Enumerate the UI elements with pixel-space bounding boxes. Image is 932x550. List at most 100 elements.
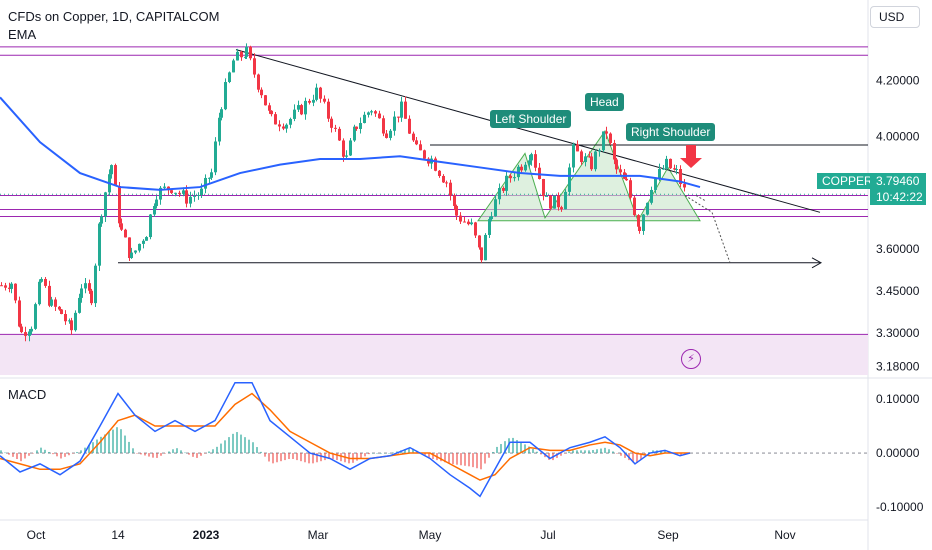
candle-body	[18, 300, 21, 327]
candle-body	[353, 126, 356, 141]
candle-body	[342, 140, 345, 157]
macd-histogram-bar	[332, 453, 334, 460]
candle-body	[568, 167, 571, 192]
candle-body	[145, 237, 148, 241]
candle-body	[505, 175, 508, 191]
candle-body	[236, 51, 239, 61]
candle-body	[189, 196, 192, 204]
candle-body	[557, 195, 560, 208]
macd-histogram-bar	[492, 451, 494, 454]
macd-histogram-bar	[648, 452, 650, 454]
candle-body	[28, 331, 31, 336]
macd-histogram-bar	[224, 440, 226, 454]
head-label[interactable]: Head	[585, 93, 624, 111]
candle-body	[30, 328, 33, 332]
candle-body	[669, 158, 672, 169]
neckline-arrowhead	[811, 257, 823, 269]
macd-histogram-bar	[240, 434, 242, 454]
candle-body	[528, 160, 531, 165]
time-tick-label: Mar	[308, 528, 329, 542]
candle-body	[0, 285, 3, 287]
candle-body	[214, 141, 217, 173]
candle-body	[498, 188, 501, 200]
projection-start	[695, 195, 707, 202]
macd-histogram-bar	[476, 453, 478, 469]
price-tick-label: 3.45000	[876, 284, 920, 298]
macd-histogram-bar	[356, 453, 358, 461]
candle-body	[204, 177, 207, 189]
candle-body	[4, 285, 7, 288]
macd-histogram-bar	[512, 437, 514, 454]
indicator-label-ema[interactable]: EMA	[8, 27, 37, 42]
candle-body	[48, 285, 51, 306]
macd-histogram-bar	[652, 450, 654, 454]
macd-histogram-bar	[0, 450, 2, 454]
macd-histogram-bar	[612, 451, 614, 454]
macd-histogram-bar	[72, 453, 74, 454]
candle-body	[124, 229, 127, 238]
macd-histogram-bar	[376, 453, 378, 454]
macd-histogram-bar	[8, 453, 10, 455]
candle-body	[662, 168, 665, 170]
candle-body	[549, 195, 552, 209]
candle-body	[378, 113, 381, 119]
candle-body	[104, 192, 107, 217]
candle-body	[300, 105, 303, 115]
candle-body	[646, 202, 649, 215]
candle-body	[419, 144, 422, 151]
left-shoulder-label[interactable]: Left Shoulder	[490, 110, 572, 128]
lightning-icon[interactable]: ⚡	[681, 349, 701, 369]
chart-title: CFDs on Copper, 1D, CAPITALCOM	[8, 9, 220, 24]
currency-button[interactable]: USD	[870, 6, 920, 28]
macd-histogram-bar	[392, 452, 394, 454]
candle-body	[449, 182, 452, 196]
candle-body	[513, 177, 516, 179]
macd-histogram-bar	[460, 453, 462, 466]
macd-histogram-bar	[156, 453, 158, 458]
candle-body	[88, 283, 91, 291]
candle-body	[397, 116, 400, 118]
candle-body	[408, 118, 411, 134]
candle-body	[542, 178, 545, 197]
macd-histogram-bar	[380, 453, 382, 454]
candle-body	[44, 278, 47, 286]
candle-body	[629, 180, 632, 198]
macd-histogram-bar	[480, 453, 482, 470]
candle-body	[363, 114, 366, 124]
candle-body	[245, 46, 248, 57]
macd-histogram-bar	[536, 451, 538, 454]
macd-histogram-bar	[80, 450, 82, 454]
candle-body	[404, 101, 407, 119]
macd-histogram-bar	[12, 453, 14, 457]
candle-body	[459, 215, 462, 222]
macd-histogram-bar	[408, 448, 410, 454]
macd-histogram-bar	[236, 432, 238, 454]
macd-histogram-bar	[620, 453, 622, 456]
macd-histogram-bar	[148, 453, 150, 457]
macd-histogram-bar	[488, 453, 490, 458]
candle-body	[319, 87, 322, 99]
time-tick-label: Oct	[27, 528, 46, 542]
candle-body	[553, 195, 556, 209]
candle-body	[625, 178, 628, 181]
candle-body	[478, 235, 481, 248]
macd-histogram-bar	[204, 453, 206, 454]
macd-histogram-bar	[264, 453, 266, 457]
right-shoulder-label[interactable]: Right Shoulder	[626, 123, 716, 141]
candle-body	[367, 112, 370, 115]
macd-histogram-bar	[16, 453, 18, 460]
candle-body	[193, 195, 196, 197]
macd-histogram-bar	[444, 453, 446, 463]
macd-histogram-bar	[244, 437, 246, 454]
candle-body	[490, 216, 493, 220]
macd-line	[0, 381, 691, 498]
candle-body	[120, 223, 123, 230]
candle-body	[524, 164, 527, 171]
candle-body	[602, 131, 605, 151]
time-tick-label: 14	[111, 528, 125, 542]
macd-histogram-bar	[280, 453, 282, 462]
indicator-label-macd[interactable]: MACD	[8, 387, 47, 402]
macd-histogram-bar	[144, 453, 146, 456]
candle-body	[576, 144, 579, 152]
